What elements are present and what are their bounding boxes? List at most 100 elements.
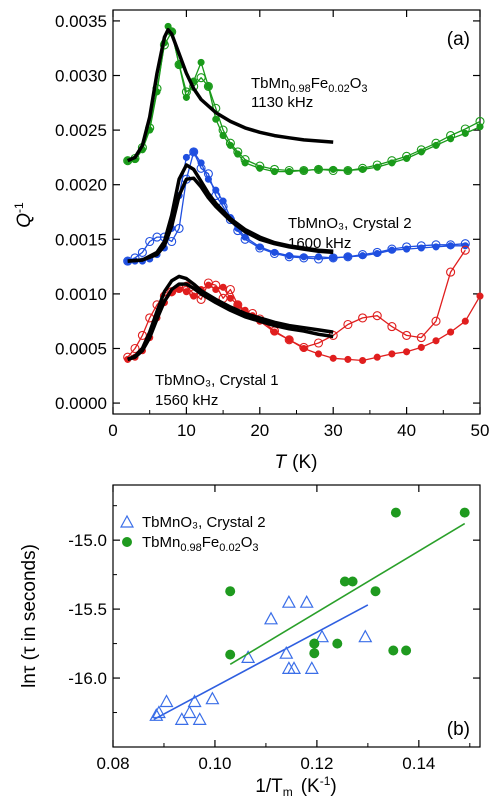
b-x-tick-label: 0.14 xyxy=(402,754,435,773)
legend-label-crystal2: TbMnO₃, Crystal 2 xyxy=(142,514,266,531)
a-y-tick-label: 0.0010 xyxy=(55,285,107,304)
a-y-tick-label: 0.0005 xyxy=(55,339,107,358)
data-point-triangle xyxy=(358,629,373,643)
data-point-green xyxy=(218,125,228,135)
data-point-green xyxy=(313,164,324,174)
a-x-tick-label: 10 xyxy=(177,421,196,440)
fit-line xyxy=(229,522,466,665)
data-point-red xyxy=(284,335,294,345)
data-point-red xyxy=(432,337,440,345)
data-point-blue xyxy=(416,241,426,251)
data-point-triangle xyxy=(187,694,202,708)
data-point-green xyxy=(203,81,213,91)
data-point-green xyxy=(212,115,220,123)
a-y-tick-label: 0.0000 xyxy=(55,394,107,413)
panel-b-ticks: 0.08 0.10 0.12 0.14 -16.0 -15.5 -15.0 xyxy=(68,485,480,773)
data-point-triangle xyxy=(151,705,166,719)
a-y-tick-label: 0.0030 xyxy=(55,67,107,86)
panel-b-series xyxy=(149,507,470,726)
data-point-circle xyxy=(309,648,320,659)
data-point-triangle xyxy=(314,629,330,643)
data-point-circle xyxy=(309,638,320,649)
annotation-crystal1: TbMnO₃, Crystal 1 xyxy=(155,372,279,389)
data-point-red xyxy=(417,343,425,351)
data-point-green xyxy=(225,138,235,148)
a-y-tick-label: 0.0035 xyxy=(55,12,107,31)
data-point-circle xyxy=(225,649,236,660)
data-point-red xyxy=(219,283,227,291)
data-point-red xyxy=(344,355,352,363)
data-point-red xyxy=(226,294,234,302)
b-x-tick-label: 0.12 xyxy=(300,754,333,773)
series-line-red xyxy=(127,249,466,358)
fit-curve xyxy=(127,176,334,263)
panel-a-series xyxy=(123,22,485,365)
panel-a-frame xyxy=(112,9,481,415)
data-point-green xyxy=(460,124,470,134)
data-point-circle xyxy=(347,576,358,587)
data-point-blue xyxy=(284,252,294,262)
data-point-blue xyxy=(387,244,397,254)
annotation-crystal2-freq: 1600 kHz xyxy=(288,235,351,252)
data-point-red xyxy=(388,350,396,358)
data-point-red xyxy=(358,313,368,323)
panel-b: 0.08 0.10 0.12 0.14 -16.0 -15.5 -15.0 (b) TbMn… xyxy=(19,484,481,799)
data-point-green xyxy=(446,131,456,141)
data-point-green xyxy=(269,164,280,174)
legend-marker-circle xyxy=(122,537,132,547)
data-point-circle xyxy=(401,645,412,656)
fit-curve xyxy=(126,27,334,163)
data-point-blue xyxy=(460,239,470,249)
data-point-green xyxy=(343,165,353,176)
data-point-green xyxy=(416,145,426,155)
data-point-triangle xyxy=(279,645,294,659)
panel-a-label: (a) xyxy=(447,29,470,50)
data-point-red xyxy=(299,342,309,352)
data-point-red xyxy=(446,267,456,277)
a-x-tick-label: 20 xyxy=(250,421,269,440)
data-point-blue xyxy=(189,147,199,157)
data-point-red xyxy=(387,322,397,332)
data-point-blue xyxy=(299,253,309,263)
data-point-triangle xyxy=(182,705,197,719)
legend-label-tbmnfeo: TbMn0.98Fe0.02O3 xyxy=(142,534,259,554)
data-point-circle xyxy=(225,586,236,597)
data-point-circle xyxy=(332,638,343,649)
data-point-blue xyxy=(343,252,353,262)
series-line-green xyxy=(127,31,481,172)
data-point-green xyxy=(328,165,338,176)
data-point-circle xyxy=(388,645,399,656)
data-point-red xyxy=(460,245,470,255)
data-point-red xyxy=(416,333,426,343)
data-point-triangle xyxy=(192,712,207,726)
annotation-crystal2: TbMnO₃, Crystal 2 xyxy=(288,215,412,232)
data-point-blue xyxy=(372,247,382,257)
panel-a-ticks: 0 10 20 30 40 50 0.0000 0.0005 0.0010 0.0015 0.002… xyxy=(55,10,489,440)
a-x-tick-label: 30 xyxy=(324,421,343,440)
data-point-triangle xyxy=(263,611,279,625)
panel-b-x-axis-label: 1/Tm (K-1) xyxy=(255,774,336,799)
data-point-red xyxy=(343,319,353,330)
b-y-tick-label: -15.0 xyxy=(68,531,107,550)
data-point-red xyxy=(329,354,337,362)
data-point-red xyxy=(476,292,484,300)
a-x-tick-label: 40 xyxy=(397,421,416,440)
data-point-green xyxy=(475,116,485,126)
data-point-triangle xyxy=(304,661,319,675)
data-point-triangle xyxy=(159,694,174,708)
data-point-blue xyxy=(328,253,338,263)
data-point-triangle xyxy=(174,712,189,726)
panel-b-y-axis-label: lnτ (τ in seconds) xyxy=(19,544,40,688)
a-y-tick-label: 0.0020 xyxy=(55,176,107,195)
data-point-blue xyxy=(255,243,265,253)
data-point-red xyxy=(359,356,367,365)
data-point-green xyxy=(181,87,191,97)
fit-line xyxy=(153,604,369,721)
a-y-tick-label: 0.0015 xyxy=(55,230,107,249)
data-point-green xyxy=(387,156,397,166)
data-point-red xyxy=(130,343,140,354)
panel-b-label: (b) xyxy=(447,719,470,740)
annotation-tbmnfeo-freq: 1130 kHz xyxy=(251,94,313,111)
data-point-blue xyxy=(203,169,213,179)
data-point-red xyxy=(372,311,382,321)
